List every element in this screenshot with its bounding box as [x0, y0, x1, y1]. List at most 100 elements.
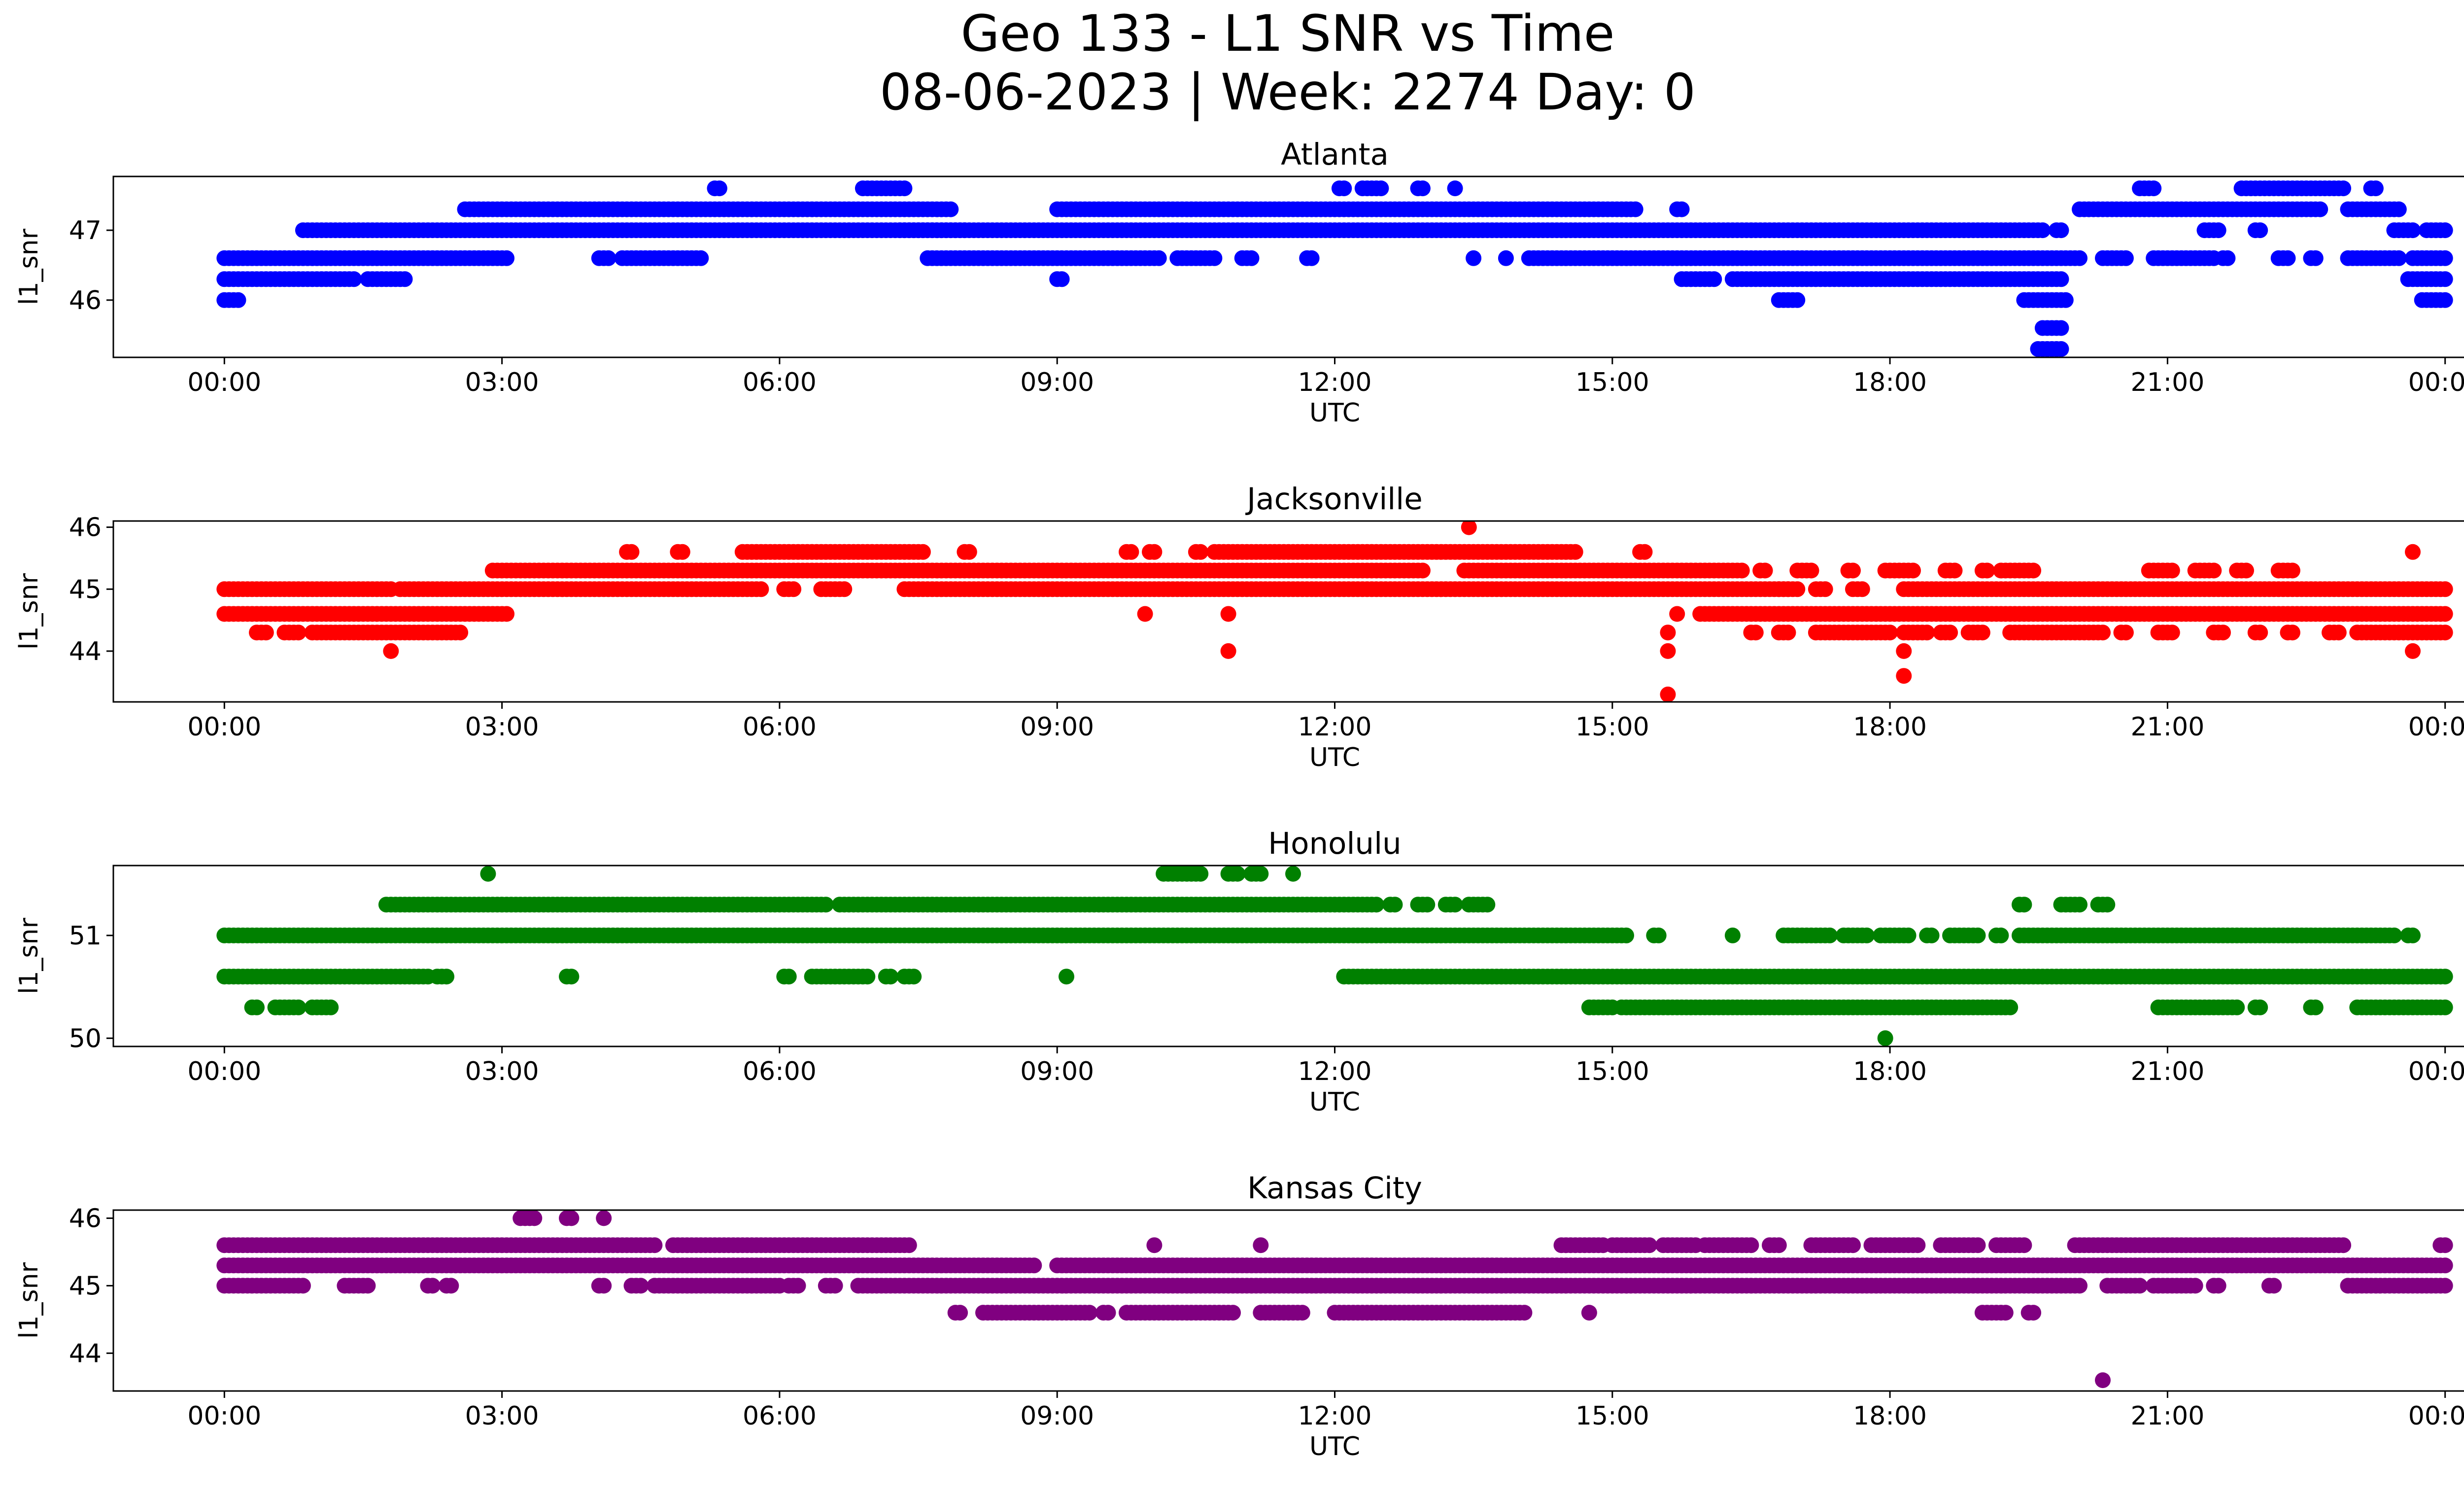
chart1-point-b1-r5-2 [1780, 625, 1796, 641]
chart2-xtick-label-1: 03:00 [465, 1057, 539, 1086]
chart3-point-b0-r0-0 [2095, 1372, 2111, 1389]
chart2-xtick-label-7: 21:00 [2130, 1057, 2204, 1086]
chart0-point-b1-r5-8 [2437, 271, 2453, 287]
chart0-point-b5-r0-1 [711, 180, 727, 197]
chart1-point-b4-r12-3 [2284, 562, 2300, 579]
chart2-point-b3-r11-1 [2405, 927, 2421, 943]
chart1-point-b4-r10-4 [2206, 562, 2222, 579]
chart3-point-b2-r9-2 [827, 1278, 843, 1294]
chart1-xtick-label-4: 12:00 [1298, 712, 1372, 742]
chart2-xtick-label-2: 06:00 [743, 1057, 817, 1086]
chart1-point-b3-r2-2 [786, 581, 802, 597]
chart0-point-b5-r6-3 [2146, 180, 2162, 197]
chart3-point-b4-r8-2 [1771, 1237, 1787, 1253]
chart0-xtick-label-8: 00:00 [2408, 368, 2464, 397]
chart2-point-b1-r7-1 [2307, 999, 2324, 1015]
chart3-point-b2-r15-21 [2437, 1278, 2453, 1294]
chart3-point-b4-r2-0 [1146, 1237, 1163, 1253]
chart1-point-b1-r12-3 [2164, 625, 2180, 641]
chart0-xtick-label-0: 00:00 [187, 368, 261, 397]
chart2-ytick-label-0: 50 [69, 1024, 102, 1053]
chart3-point-b2-r4-1 [596, 1278, 612, 1294]
chart0-title: Atlanta [1281, 137, 1389, 172]
chart0-point-b1-r3-7 [1706, 271, 1722, 287]
chart1-series [216, 521, 2453, 702]
chart0-series [216, 180, 2453, 357]
chart2-ytick-label-1: 51 [69, 921, 102, 951]
chart0-point-b4-r1-125 [1627, 201, 1643, 217]
chart1-point-b3-r6-2 [1817, 581, 1833, 597]
chart0-xtick-label-6: 18:00 [1853, 368, 1927, 397]
chart3-point-b5-r1-1 [563, 1210, 580, 1226]
chart1-point-b4-r11-2 [2238, 562, 2254, 579]
chart3-point-b5-r0-3 [526, 1210, 543, 1226]
chart1-point-b5-r9-0 [2405, 544, 2421, 560]
chart0-xtick-label-5: 15:00 [1575, 368, 1649, 397]
chart1-point-b0-r4-0 [2405, 643, 2421, 659]
chart2-xlabel: UTC [1309, 1087, 1360, 1117]
chart1-xlabel: UTC [1309, 743, 1360, 772]
chart3-point-b1-r6-0 [1581, 1305, 1597, 1321]
chart1-point-b5-r6-1 [1193, 544, 1209, 560]
chart3-point-b1-r1-23 [1081, 1305, 1097, 1321]
chart0-point-b2-r3-50 [1151, 250, 1167, 266]
chart0-point-b2-r0-61 [499, 250, 514, 266]
chart1-point-b3-r1-78 [753, 581, 769, 597]
chart1-xtick-label-3: 09:00 [1020, 712, 1094, 742]
chart2-point-b3-r2-1 [1650, 927, 1667, 943]
chart0-point-b0-r0-3 [230, 292, 246, 308]
chart2-point-b4-r3-2 [1419, 897, 1436, 913]
chart1-point-b2-r1-0 [1137, 606, 1153, 622]
chart2-point-b3-r6-6 [1900, 927, 1916, 943]
chart0-point-b3-r5-4 [2405, 222, 2421, 239]
chart0-point-b3-r6-4 [2437, 222, 2453, 239]
chart3-point-b2-r11-7 [2132, 1278, 2148, 1294]
chart0-point-b4-r0-105 [943, 201, 959, 217]
chart1-point-b1-r3-0 [1660, 625, 1676, 641]
chart2-point-b4-r7-4 [2072, 897, 2088, 913]
chart1-xtick-label-8: 00:00 [2408, 712, 2464, 742]
chart2-point-b4-r2-1 [1387, 897, 1403, 913]
chart0-point-b5-r3-4 [1373, 180, 1389, 197]
chart2-point-b1-r5-17 [2229, 999, 2245, 1015]
chart2-point-b3-r8-6 [1970, 927, 1986, 943]
chart2-point-b2-r9-234 [2437, 969, 2453, 985]
chart3-series [216, 1210, 2453, 1389]
chart2-point-b2-r1-2 [439, 969, 454, 985]
chart1-point-b1-r8-2 [1942, 625, 1958, 641]
chart1-xtick-label-7: 21:00 [2130, 712, 2204, 742]
chart1-point-b4-r6-2 [1947, 562, 1963, 579]
chart0-point-b6-r0-4 [2053, 320, 2069, 336]
chart1-point-b1-r2-32 [452, 625, 469, 641]
chart0-point-b5-r7-22 [2335, 180, 2352, 197]
figure-title-line1: Geo 133 - L1 SNR vs Time [961, 4, 1615, 63]
chart3-point-b2-r13-1 [2210, 1278, 2226, 1294]
chart1-point-b6-r0-0 [1461, 521, 1477, 535]
chart1-point-b4-r3-3 [1803, 562, 1819, 579]
chart0-point-b2-r7-0 [1466, 250, 1482, 266]
chart1-xtick-label-6: 18:00 [1853, 712, 1927, 742]
chart0-point-b0-r3-5 [2437, 292, 2453, 308]
chart1-point-b1-r10-20 [2095, 625, 2111, 641]
chart1-point-b1-r9-3 [1974, 625, 1990, 641]
chart0-point-b2-r16-7 [2437, 250, 2453, 266]
chart1-point-b8-r0-0 [1660, 686, 1676, 702]
chart2-point-b1-r1-5 [290, 999, 307, 1015]
chart3-point-b2-r0-17 [295, 1278, 311, 1294]
chart2-point-b2-r4-12 [859, 969, 876, 985]
chart0-point-b1-r0-28 [346, 271, 362, 287]
chart0-point-b3-r1-247 [2034, 222, 2051, 239]
chart3-point-b4-r0-93 [647, 1237, 663, 1253]
chart0-point-b5-r1-9 [896, 180, 913, 197]
chart1-point-b4-r2-1 [1757, 562, 1773, 579]
chart0-point-b2-r6-1 [1303, 250, 1320, 266]
chart1-point-b1-r7-5 [1919, 625, 1935, 641]
chart2-point-b1-r6-1 [2252, 999, 2268, 1015]
chart1-point-b5-r7-78 [1567, 544, 1583, 560]
chart1-point-b1-r1-3 [290, 625, 307, 641]
chart2-point-b2-r6-2 [906, 969, 922, 985]
chart0-point-b2-r12-1 [2220, 250, 2236, 266]
chart2-xtick-label-0: 00:00 [187, 1057, 261, 1086]
chart0-point-b5-r8-1 [2367, 180, 2384, 197]
chart0-point-b2-r1-2 [600, 250, 616, 266]
